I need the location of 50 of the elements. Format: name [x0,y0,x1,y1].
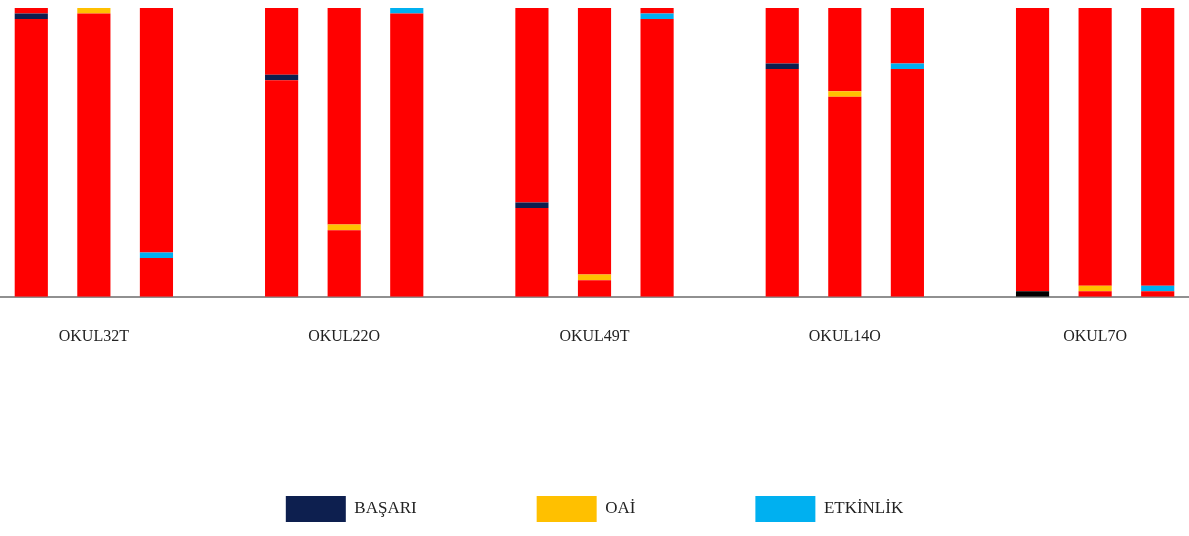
bar [828,91,862,97]
bar [390,13,424,297]
bar [1141,285,1175,292]
bar [14,13,48,20]
bar [765,63,799,70]
bar [77,8,111,14]
bar [577,274,612,281]
bar [327,230,361,297]
bar [515,207,549,297]
bar [1015,291,1050,297]
x-tick-label: OKUL49T [559,326,630,344]
bar [890,69,924,297]
bar [14,19,48,297]
bar [265,74,299,81]
bar [1141,291,1175,297]
x-tick-label: OKUL14O [808,326,881,344]
bar [577,280,612,297]
bar [327,8,361,225]
bar [828,96,862,297]
legend-label: ETKİNLİK [823,498,904,518]
bar [640,19,674,297]
bar [640,13,674,20]
bar [640,8,674,14]
bar [890,8,924,64]
x-tick-label: OKUL7O [1063,326,1128,344]
bar [1078,285,1112,292]
bar [515,8,549,203]
bar [890,63,924,70]
bar [327,224,361,231]
bar [515,202,549,208]
x-tick-label: OKUL22O [308,326,381,344]
bar [765,8,799,64]
bar [1015,8,1050,292]
bar [139,252,174,258]
bar [390,8,424,14]
bar [1141,8,1175,286]
bar [1078,291,1112,297]
legend-label: OAİ [605,498,636,518]
bar [265,80,299,297]
bar [765,69,799,297]
bar [139,8,174,253]
bar [1078,8,1112,286]
x-tick-label: OKUL32T [58,326,130,344]
bar [265,8,299,75]
bar [577,8,612,275]
bar [139,257,174,297]
bar [14,8,48,14]
bar [77,13,111,297]
legend-label: BAŞARI [354,498,417,518]
bar [828,8,862,92]
